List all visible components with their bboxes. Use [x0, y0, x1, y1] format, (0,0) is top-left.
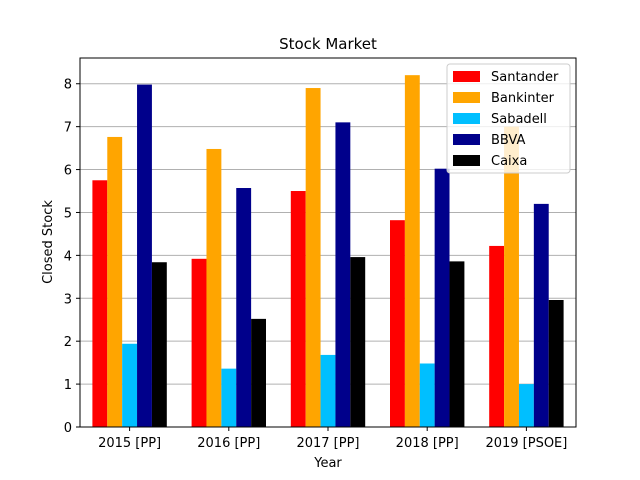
- y-axis-ticks: 0 1 2 3 4 5 6 7 8: [64, 78, 80, 436]
- y-tick-label: 4: [64, 249, 72, 264]
- y-axis-title: Closed Stock: [41, 200, 56, 284]
- bar: [449, 261, 465, 427]
- bar: [350, 257, 366, 427]
- bar: [390, 220, 405, 427]
- legend-label: Santander: [491, 70, 559, 85]
- bar: [489, 245, 505, 427]
- bar: [92, 180, 108, 427]
- y-tick-label: 7: [64, 121, 72, 136]
- bar: [320, 354, 336, 427]
- y-tick-label: 5: [64, 206, 72, 221]
- legend-label: BBVA: [491, 133, 525, 148]
- bar: [191, 258, 207, 427]
- chart-title: Stock Market: [279, 35, 377, 53]
- bar: [548, 299, 564, 427]
- bar: [107, 136, 123, 427]
- x-axis-ticks: 2015 [PP] 2016 [PP] 2017 [PP] 2018 [PP] 2019…: [98, 427, 567, 451]
- bar: [206, 148, 222, 428]
- bar: [290, 191, 306, 427]
- x-tick-label: 2019 [PSOE]: [485, 436, 567, 451]
- y-tick-label: 2: [64, 335, 72, 350]
- legend-swatch: [453, 92, 480, 103]
- bar: [305, 88, 321, 427]
- bar: [518, 384, 534, 427]
- bar: [335, 122, 351, 427]
- legend-box: [446, 63, 571, 174]
- legend-label: Bankinter: [491, 91, 555, 106]
- y-tick-label: 8: [64, 78, 72, 93]
- bar: [419, 363, 435, 427]
- x-tick-label: 2018 [PP]: [396, 436, 459, 451]
- bar: [251, 318, 266, 427]
- legend-swatch: [453, 113, 480, 124]
- x-axis-title: Year: [313, 456, 342, 471]
- bar: [122, 343, 138, 427]
- legend: Santander Bankinter Sabadell BBVA Caixa: [446, 63, 571, 174]
- x-tick-label: 2015 [PP]: [98, 436, 161, 451]
- legend-swatch: [453, 134, 480, 145]
- y-tick-label: 0: [64, 421, 72, 436]
- legend-label: Sabadell: [491, 112, 547, 127]
- bar: [137, 84, 152, 427]
- legend-swatch: [453, 71, 480, 82]
- bar: [221, 368, 237, 427]
- y-tick-label: 6: [64, 164, 72, 179]
- legend-swatch: [453, 155, 480, 166]
- y-tick-label: 3: [64, 292, 72, 307]
- bar: [151, 262, 167, 427]
- bar: [533, 203, 549, 427]
- bar: [236, 188, 252, 427]
- bar: [404, 75, 420, 428]
- x-tick-label: 2017 [PP]: [296, 436, 359, 451]
- bar: [504, 126, 519, 428]
- bar: [434, 168, 450, 427]
- y-tick-label: 1: [64, 378, 72, 393]
- bars: [92, 75, 564, 428]
- legend-label: Caixa: [491, 154, 527, 169]
- x-tick-label: 2016 [PP]: [197, 436, 260, 451]
